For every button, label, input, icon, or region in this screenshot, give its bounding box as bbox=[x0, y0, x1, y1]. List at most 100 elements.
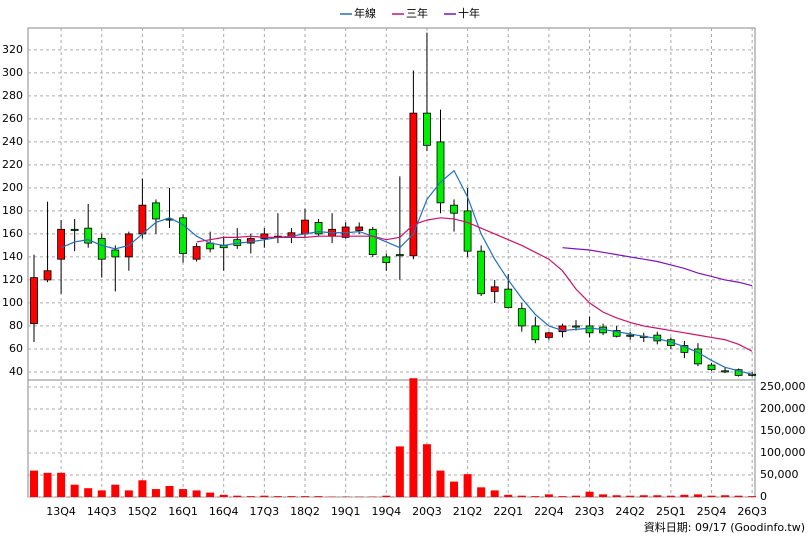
x-tick-label: 16Q4 bbox=[209, 505, 239, 518]
volume-bar bbox=[464, 474, 472, 497]
candle-body bbox=[31, 278, 38, 324]
volume-bar bbox=[179, 489, 187, 497]
volume-bar bbox=[708, 496, 716, 497]
volume-bar bbox=[721, 495, 729, 497]
candle-body bbox=[369, 229, 376, 254]
candle-body bbox=[98, 239, 105, 260]
volume-bar bbox=[233, 496, 241, 497]
y-tick-label: 240 bbox=[2, 135, 23, 148]
candle-body bbox=[722, 371, 729, 372]
volume-bar bbox=[531, 496, 539, 497]
y-tick-label: 260 bbox=[2, 112, 23, 125]
y-tick-label: 160 bbox=[2, 227, 23, 240]
candle-body bbox=[464, 211, 471, 251]
volume-bar bbox=[626, 496, 634, 497]
source-note: 資料日期: 09/17 (Goodinfo.tw) bbox=[644, 520, 805, 534]
candle-body bbox=[139, 205, 146, 234]
candle-body bbox=[505, 289, 512, 307]
volume-bar bbox=[125, 490, 133, 497]
volume-bar bbox=[640, 495, 648, 497]
y-tick-label: 180 bbox=[2, 204, 23, 217]
volume-bar bbox=[247, 496, 255, 497]
candle-body bbox=[356, 227, 363, 230]
volume-bar bbox=[680, 495, 688, 497]
y2-tick-label: 0 bbox=[760, 490, 767, 503]
x-tick-label: 25Q1 bbox=[656, 505, 686, 518]
plot-frame bbox=[28, 28, 755, 497]
volume-bar bbox=[260, 496, 268, 497]
volume-bar bbox=[572, 496, 580, 497]
candle-body bbox=[518, 309, 525, 326]
volume-bar bbox=[409, 378, 417, 497]
volume-bar bbox=[274, 496, 282, 497]
y-tick-label: 220 bbox=[2, 158, 23, 171]
x-tick-label: 15Q2 bbox=[128, 505, 158, 518]
volume-bar bbox=[586, 492, 594, 497]
candle-body bbox=[573, 326, 580, 327]
y-tick-label: 320 bbox=[2, 43, 23, 56]
x-tick-label: 18Q2 bbox=[290, 505, 320, 518]
candle-body bbox=[708, 365, 715, 370]
x-tick-label: 24Q2 bbox=[615, 505, 645, 518]
candle-body bbox=[193, 247, 200, 260]
volume-bar bbox=[748, 496, 756, 497]
volume-bar bbox=[98, 490, 106, 497]
volume-bar bbox=[382, 496, 390, 497]
volume-bar bbox=[545, 494, 553, 497]
volume-bar bbox=[220, 495, 228, 497]
y-tick-label: 140 bbox=[2, 250, 23, 263]
volume-bar bbox=[111, 485, 119, 497]
candle-body bbox=[152, 203, 159, 219]
candle-body bbox=[112, 250, 119, 257]
x-tick-label: 17Q3 bbox=[250, 505, 280, 518]
x-tick-label: 16Q1 bbox=[168, 505, 198, 518]
y-tick-label: 100 bbox=[2, 296, 23, 309]
candle-body bbox=[437, 142, 444, 203]
y2-tick-label: 150,000 bbox=[760, 424, 806, 437]
candle-body bbox=[58, 229, 65, 259]
volume-bar bbox=[735, 496, 743, 497]
x-tick-label: 13Q4 bbox=[46, 505, 76, 518]
x-tick-label: 19Q4 bbox=[371, 505, 401, 518]
x-tick-label: 14Q3 bbox=[87, 505, 117, 518]
candle-body bbox=[586, 326, 593, 333]
y-tick-label: 300 bbox=[2, 66, 23, 79]
candle-body bbox=[71, 229, 78, 230]
x-tick-label: 25Q4 bbox=[697, 505, 727, 518]
candle-body bbox=[44, 271, 51, 280]
candle-body bbox=[627, 335, 634, 336]
volume-bar bbox=[71, 485, 79, 497]
candle-body bbox=[749, 374, 756, 375]
volume-bar bbox=[518, 496, 526, 497]
legend-label: 三年 bbox=[406, 6, 428, 20]
x-tick-label: 21Q2 bbox=[453, 505, 483, 518]
y-tick-label: 200 bbox=[2, 181, 23, 194]
candle-body bbox=[491, 287, 498, 292]
volume-bar bbox=[491, 490, 499, 497]
y-tick-label: 120 bbox=[2, 273, 23, 286]
volume-bar bbox=[57, 473, 65, 497]
legend-label: 年線 bbox=[354, 6, 376, 20]
x-tick-label: 19Q1 bbox=[331, 505, 361, 518]
volume-bar bbox=[653, 495, 661, 497]
y-tick-label: 40 bbox=[9, 365, 23, 378]
volume-bar bbox=[694, 494, 702, 497]
candle-body bbox=[478, 251, 485, 294]
volume-bar bbox=[450, 482, 458, 497]
volume-bar bbox=[84, 488, 92, 497]
x-tick-label: 20Q3 bbox=[412, 505, 442, 518]
volume-bar bbox=[504, 495, 512, 497]
volume-bar bbox=[44, 473, 52, 497]
volume-bar bbox=[396, 446, 404, 497]
candle-body bbox=[532, 326, 539, 340]
x-tick-label: 26Q3 bbox=[737, 505, 767, 518]
candle-body bbox=[545, 333, 552, 338]
y2-tick-label: 100,000 bbox=[760, 446, 806, 459]
volume-bar bbox=[477, 487, 485, 497]
candle-body bbox=[451, 205, 458, 213]
volume-bar bbox=[667, 496, 675, 497]
volume-bar bbox=[599, 494, 607, 497]
volume-bar bbox=[613, 495, 621, 497]
y-tick-label: 280 bbox=[2, 89, 23, 102]
